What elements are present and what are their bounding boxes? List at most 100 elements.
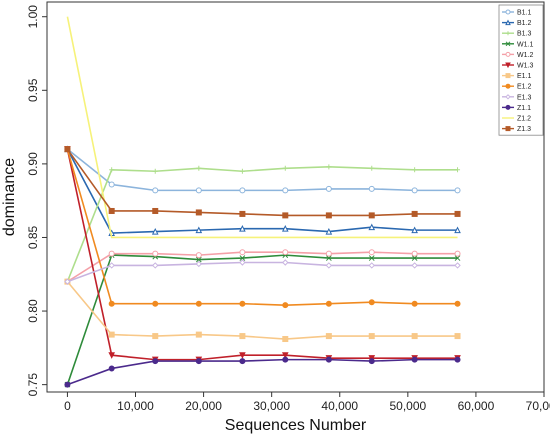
series-e1-3 — [64, 259, 461, 285]
data-point-w1-2 — [239, 249, 246, 256]
data-point-b1-3 — [455, 167, 461, 173]
y-tick-label: 0.85 — [26, 225, 40, 249]
data-point-e1-1 — [368, 333, 375, 340]
legend-label: B1.1 — [517, 10, 532, 17]
data-point-w1-2 — [152, 250, 159, 257]
legend-marker — [505, 94, 511, 100]
data-point-w1-2 — [325, 250, 332, 257]
data-point-b1-3 — [196, 165, 202, 171]
series-line-b1-1 — [66, 148, 458, 192]
x-tick-label: 60,000 — [458, 399, 495, 413]
legend-label: E1.1 — [517, 73, 532, 80]
legend-marker — [505, 62, 511, 69]
data-point-e1-1 — [152, 333, 159, 340]
data-point-b1-3 — [326, 164, 332, 170]
data-point-b1-1 — [239, 187, 246, 194]
data-point-z1-3 — [195, 209, 202, 216]
data-point-z1-1 — [368, 358, 375, 365]
data-point-b1-1 — [411, 187, 418, 194]
data-point-e1-3 — [108, 262, 115, 269]
x-tick-label: 10,000 — [117, 399, 154, 413]
legend-item-z1-3: Z1.3 — [502, 126, 531, 133]
legend-item-z1-2: Z1.2 — [502, 116, 531, 123]
data-point-b1-2 — [325, 227, 333, 235]
legend-label: E1.3 — [517, 94, 532, 101]
data-point-b1-2 — [151, 227, 159, 235]
legend-label: E1.2 — [517, 84, 532, 91]
legend-label: W1.2 — [517, 52, 533, 59]
legend-label: W1.1 — [517, 41, 533, 48]
legend-label: B1.2 — [517, 20, 532, 27]
data-point-b1-3 — [369, 165, 375, 171]
data-point-b1-2 — [239, 225, 246, 232]
y-tick-label: 0.75 — [26, 373, 40, 397]
data-point-z1-3 — [454, 210, 461, 217]
series-line-e1-1 — [66, 281, 458, 340]
data-point-w1-2 — [454, 250, 461, 257]
series-w1-1 — [64, 252, 461, 388]
legend-item-z1-1: Z1.1 — [502, 104, 531, 112]
data-point-b1-1 — [108, 181, 115, 188]
y-tick-label: 0.80 — [26, 299, 40, 323]
data-point-z1-3 — [152, 207, 159, 214]
legend-item-b1-2: B1.2 — [502, 19, 532, 27]
data-point-z1-1 — [454, 356, 461, 363]
data-point-z1-1 — [64, 381, 71, 388]
legend-item-e1-1: E1.1 — [502, 73, 532, 80]
data-point-w1-2 — [411, 250, 418, 257]
data-point-e1-3 — [152, 262, 159, 269]
legend-item-b1-3: B1.3 — [502, 31, 532, 38]
data-point-e1-2 — [368, 299, 375, 306]
legend-item-e1-3: E1.3 — [502, 94, 532, 101]
data-point-e1-3 — [195, 260, 203, 268]
data-point-z1-3 — [368, 212, 375, 219]
series-z1-1 — [64, 356, 461, 388]
data-point-w1-1 — [239, 255, 246, 261]
data-point-e1-3 — [454, 262, 461, 269]
legend-marker — [506, 31, 510, 36]
data-point-w1-2 — [368, 249, 375, 256]
legend-item-w1-3: W1.3 — [502, 62, 533, 70]
data-point-e1-1 — [411, 333, 418, 340]
x-tick-label: 70,000 — [526, 399, 550, 413]
y-tick-label: 0.95 — [26, 78, 40, 102]
series-line-z1-3 — [66, 148, 458, 217]
data-point-b1-3 — [109, 167, 115, 173]
x-tick-label: 0 — [64, 399, 71, 413]
legend-marker — [505, 126, 511, 132]
data-point-e1-1 — [454, 333, 461, 340]
data-point-z1-3 — [282, 212, 289, 219]
data-point-w1-1 — [368, 255, 375, 261]
data-point-z1-3 — [239, 210, 246, 217]
data-point-b1-3 — [282, 165, 288, 171]
data-point-z1-1 — [325, 356, 332, 363]
data-point-w1-1 — [454, 255, 461, 261]
data-point-w1-3 — [239, 352, 246, 359]
data-point-z1-1 — [195, 358, 202, 365]
x-tick-label: 40,000 — [321, 399, 358, 413]
data-point-e1-2 — [239, 300, 246, 307]
data-point-e1-2 — [108, 300, 115, 307]
data-point-w1-2 — [195, 252, 202, 259]
x-tick-label: 20,000 — [185, 399, 222, 413]
x-tick-label: 50,000 — [389, 399, 426, 413]
legend-item-b1-1: B1.1 — [502, 9, 532, 17]
x-tick-label: 30,000 — [253, 399, 290, 413]
data-point-z1-1 — [239, 358, 246, 365]
data-point-e1-1 — [282, 336, 289, 343]
data-point-e1-2 — [454, 300, 461, 307]
legend-marker — [505, 104, 511, 110]
data-point-w1-2 — [282, 249, 289, 256]
series-line-z1-1 — [67, 358, 458, 386]
series-line-w1-2 — [66, 251, 458, 283]
data-point-b1-2 — [368, 223, 376, 231]
data-point-b1-1 — [325, 185, 332, 192]
data-point-z1-3 — [325, 212, 332, 219]
series-line-b1-3 — [66, 166, 458, 282]
data-point-b1-2 — [454, 226, 461, 234]
data-point-w1-2 — [108, 250, 115, 257]
data-point-w1-1 — [411, 255, 418, 261]
legend-item-e1-2: E1.2 — [502, 83, 532, 91]
legend-label: B1.3 — [517, 31, 532, 38]
series-b1-1 — [64, 146, 461, 194]
